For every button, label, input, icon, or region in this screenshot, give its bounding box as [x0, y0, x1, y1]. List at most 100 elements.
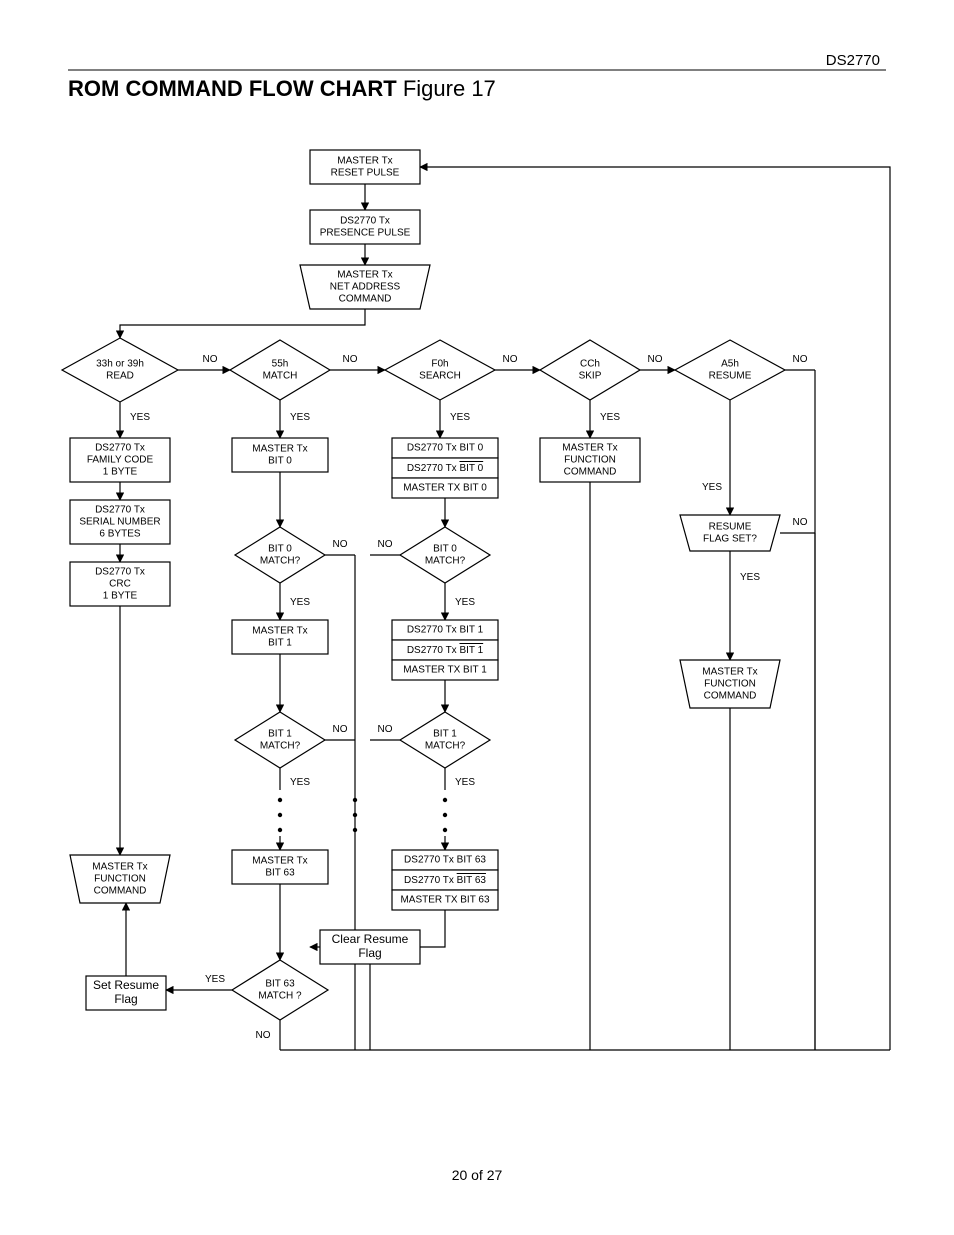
svg-text:YES: YES	[600, 412, 620, 423]
svg-text:MASTER TX BIT 1: MASTER TX BIT 1	[403, 665, 487, 676]
svg-text:MATCH?: MATCH?	[425, 741, 466, 752]
svg-text:COMMAND: COMMAND	[94, 886, 147, 897]
svg-text:Set Resume: Set Resume	[93, 978, 159, 992]
svg-text:RESET PULSE: RESET PULSE	[331, 168, 400, 179]
node-r_crc: DS2770 TxCRC1 BYTE	[70, 562, 170, 606]
edge-21: YES	[702, 400, 730, 515]
edge-19: YES	[280, 583, 310, 620]
svg-text:YES: YES	[290, 412, 310, 423]
node-s_b63: DS2770 Tx BIT 63	[392, 870, 498, 890]
node-m_bit63: MASTER TxBIT 63	[232, 850, 328, 884]
svg-text:MATCH?: MATCH?	[260, 556, 301, 567]
node-m_bit1: MASTER TxBIT 1	[232, 620, 328, 654]
node-s_c63: MASTER TX BIT 63	[392, 890, 498, 910]
node-s_c1: MASTER TX BIT 1	[392, 660, 498, 680]
svg-text:33h or 39h: 33h or 39h	[96, 359, 144, 370]
svg-text:NET ADDRESS: NET ADDRESS	[330, 282, 401, 293]
svg-text:MASTER TX BIT 0: MASTER TX BIT 0	[403, 483, 487, 494]
svg-text:DS2770 Tx BIT 63: DS2770 Tx BIT 63	[404, 855, 486, 866]
svg-text:YES: YES	[740, 572, 760, 583]
node-s_a1: DS2770 Tx BIT 1	[392, 620, 498, 640]
svg-text:YES: YES	[455, 777, 475, 788]
edge-3: NO	[178, 354, 230, 370]
node-s_c0: MASTER TX BIT 0	[392, 478, 498, 498]
node-s_b1: DS2770 Tx BIT 1	[392, 640, 498, 660]
node-s_a63: DS2770 Tx BIT 63	[392, 850, 498, 870]
svg-text:MASTER Tx: MASTER Tx	[252, 444, 307, 455]
svg-text:MASTER Tx: MASTER Tx	[702, 667, 757, 678]
svg-text:DS2770 Tx: DS2770 Tx	[95, 567, 145, 578]
edge-17: NO	[325, 539, 355, 555]
svg-text:YES: YES	[455, 597, 475, 608]
svg-text:BIT 0: BIT 0	[268, 456, 292, 467]
svg-text:CRC: CRC	[109, 579, 131, 590]
flowchart-canvas: DS2770 ROM COMMAND FLOW CHART Figure 17 …	[0, 0, 954, 1235]
svg-text:DS2770 Tx BIT 63: DS2770 Tx BIT 63	[404, 875, 486, 886]
svg-text:NO: NO	[793, 517, 808, 528]
edge-45	[420, 167, 890, 1050]
node-d_b0m: BIT 0MATCH?	[235, 527, 325, 583]
svg-text:SEARCH: SEARCH	[419, 371, 461, 382]
svg-text:RESUME: RESUME	[709, 522, 752, 533]
node-d_b1m: BIT 1MATCH?	[235, 712, 325, 768]
edge-2	[120, 309, 365, 338]
node-res_fn: MASTER TxFUNCTIONCOMMAND	[680, 660, 780, 708]
svg-text:DS2770 Tx BIT 1: DS2770 Tx BIT 1	[407, 645, 484, 656]
svg-text:FLAG SET?: FLAG SET?	[703, 534, 757, 545]
svg-text:MATCH ?: MATCH ?	[258, 991, 302, 1002]
svg-text:READ: READ	[106, 371, 134, 382]
svg-text:1 BYTE: 1 BYTE	[103, 591, 138, 602]
svg-text:BIT 63: BIT 63	[265, 979, 295, 990]
svg-text:DS2770 Tx: DS2770 Tx	[340, 216, 390, 227]
edge-22: NO	[780, 517, 815, 533]
svg-text:CCh: CCh	[580, 359, 600, 370]
svg-text:NO: NO	[333, 724, 348, 735]
node-r_serial: DS2770 TxSERIAL NUMBER6 BYTES	[70, 500, 170, 544]
svg-text:NO: NO	[378, 539, 393, 550]
svg-text:Flag: Flag	[358, 946, 381, 960]
svg-text:MASTER Tx: MASTER Tx	[337, 270, 392, 281]
continuation-dots-0	[278, 798, 282, 832]
node-d_match: 55hMATCH	[230, 340, 330, 400]
edge-20: YES	[445, 583, 475, 620]
node-setres: Set ResumeFlag	[86, 976, 166, 1010]
node-s_b0: DS2770 Tx BIT 0	[392, 458, 498, 478]
figure-title: ROM COMMAND FLOW CHART Figure 17	[68, 76, 496, 101]
svg-text:1 BYTE: 1 BYTE	[103, 467, 138, 478]
svg-text:FUNCTION: FUNCTION	[564, 455, 616, 466]
svg-text:MATCH: MATCH	[263, 371, 298, 382]
svg-text:MATCH?: MATCH?	[260, 741, 301, 752]
svg-text:RESUME: RESUME	[709, 371, 752, 382]
svg-text:Clear Resume: Clear Resume	[332, 932, 409, 946]
node-m_bit0: MASTER TxBIT 0	[232, 438, 328, 472]
svg-text:NO: NO	[793, 354, 808, 365]
edge-23: YES	[730, 551, 760, 660]
node-d_search: F0hSEARCH	[385, 340, 495, 400]
edge-18: NO	[370, 539, 400, 555]
node-d_b63: BIT 63MATCH ?	[232, 960, 328, 1020]
svg-text:NO: NO	[333, 539, 348, 550]
node-skip_fn: MASTER TxFUNCTIONCOMMAND	[540, 438, 640, 482]
svg-text:BIT 1: BIT 1	[268, 729, 292, 740]
svg-text:F0h: F0h	[431, 359, 448, 370]
page-footer: 20 of 27	[452, 1167, 503, 1183]
header-part-number: DS2770	[826, 52, 880, 69]
continuation-dots-2	[443, 798, 447, 832]
svg-text:FAMILY CODE: FAMILY CODE	[87, 455, 154, 466]
edge-7: NO	[785, 354, 815, 370]
svg-text:SERIAL NUMBER: SERIAL NUMBER	[79, 517, 160, 528]
svg-text:6 BYTES: 6 BYTES	[99, 529, 140, 540]
edge-26: NO	[325, 724, 355, 740]
edge-10: YES	[440, 400, 470, 438]
svg-text:COMMAND: COMMAND	[564, 467, 617, 478]
node-d_resume: A5hRESUME	[675, 340, 785, 400]
svg-text:MASTER Tx: MASTER Tx	[92, 862, 147, 873]
svg-text:BIT 0: BIT 0	[268, 544, 292, 555]
svg-text:NO: NO	[343, 354, 358, 365]
node-read_fn: MASTER TxFUNCTIONCOMMAND	[70, 855, 170, 903]
svg-text:BIT 63: BIT 63	[265, 868, 295, 879]
svg-text:MASTER Tx: MASTER Tx	[337, 156, 392, 167]
svg-text:COMMAND: COMMAND	[704, 691, 757, 702]
svg-text:NO: NO	[503, 354, 518, 365]
edge-11: YES	[590, 400, 620, 438]
